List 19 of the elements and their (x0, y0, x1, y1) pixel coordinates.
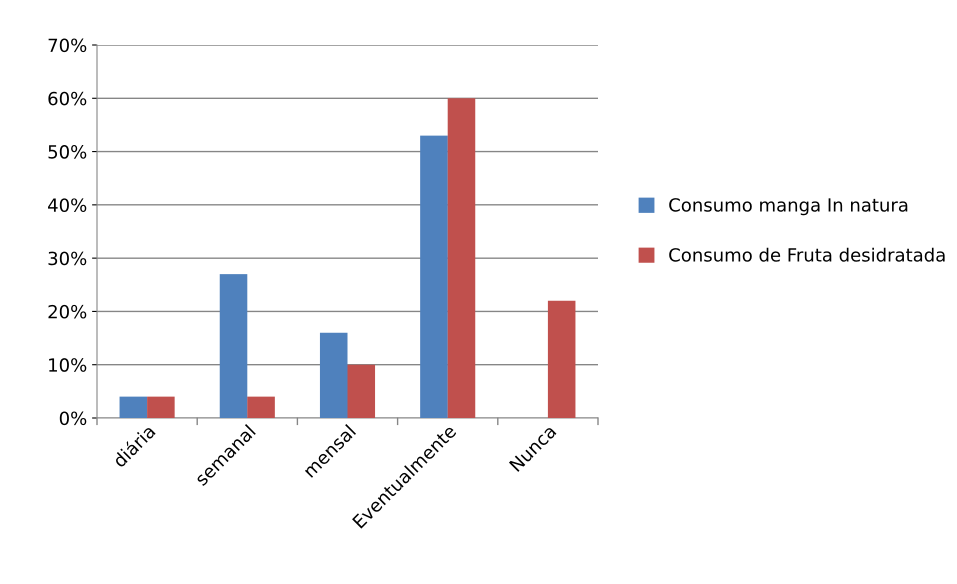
y-tick-label: 0% (60, 411, 86, 426)
y-tick-label: 20% (48, 304, 86, 319)
bar (247, 396, 275, 418)
bar (348, 364, 376, 418)
y-tick-label: 40% (48, 198, 86, 212)
y-tick-label: 60% (48, 92, 86, 106)
bar (448, 98, 476, 418)
bar (147, 396, 175, 418)
bar (420, 136, 448, 418)
legend-label: Consumo de Fruta desidratada (669, 248, 945, 262)
bar (120, 396, 148, 418)
y-tick-label: 10% (49, 358, 86, 372)
y-tick-label: 30% (48, 252, 86, 266)
bar (320, 332, 348, 418)
y-tick-label: 50% (48, 145, 86, 159)
bar (220, 274, 248, 418)
bar (548, 300, 576, 418)
legend-label: Consumo manga In natura (669, 198, 908, 216)
y-tick-label: 70% (48, 38, 86, 52)
